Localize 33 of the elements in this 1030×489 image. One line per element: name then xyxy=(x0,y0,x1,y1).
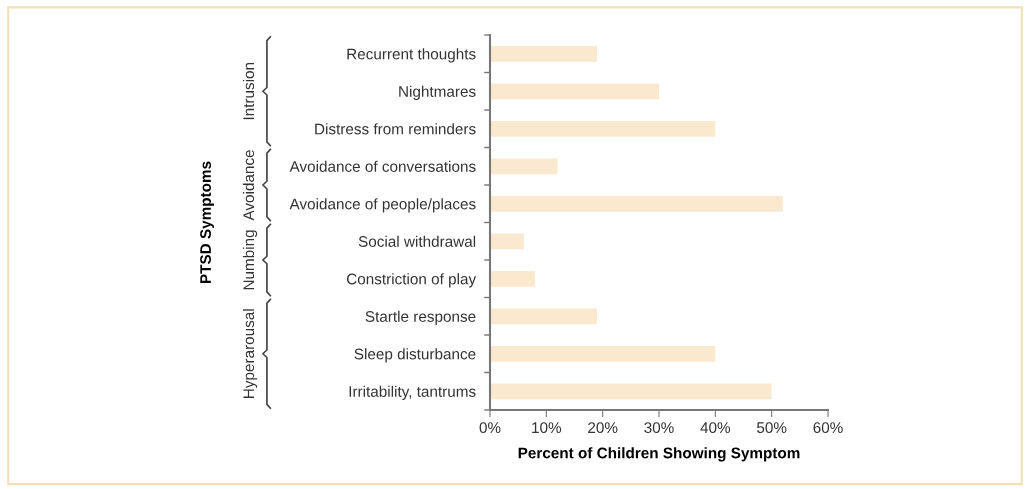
bar xyxy=(490,233,524,250)
bar xyxy=(490,45,598,62)
y-tick-label: Distress from reminders xyxy=(315,123,476,135)
x-tick-label: 50% xyxy=(756,422,787,434)
y-tick-label: Sleep disturbance xyxy=(354,348,476,363)
x-tick-label: 20% xyxy=(588,422,618,434)
x-tick-label: 60% xyxy=(813,422,843,434)
bar xyxy=(490,120,716,137)
y-tick-label: Constriction of play xyxy=(346,273,477,288)
x-tick-label: 0% xyxy=(479,422,501,434)
bar xyxy=(490,158,558,175)
bar xyxy=(490,308,598,325)
y-axis-title: PTSD Symptoms xyxy=(200,161,214,284)
y-tick-label: Irritability, tantrums xyxy=(349,385,476,400)
x-tick-label: 10% xyxy=(532,422,562,434)
text: Hyperarousal xyxy=(242,309,258,398)
y-tick-label: Social withdrawal xyxy=(358,235,476,247)
bar xyxy=(490,83,659,100)
bar xyxy=(490,345,716,362)
y-tick-label: Nightmares xyxy=(399,85,476,100)
text: Numbing xyxy=(242,230,258,290)
text: Intrusion xyxy=(242,62,255,120)
text: Avoidance xyxy=(242,150,255,221)
y-tick-label: Avoidance of conversations xyxy=(289,160,476,172)
bar xyxy=(490,195,783,212)
y-tick-label: Startle response xyxy=(365,310,476,325)
bar xyxy=(490,383,772,400)
x-axis-title: Percent of Children Showing Symptom xyxy=(518,447,800,462)
x-tick-label: 40% xyxy=(700,422,731,434)
y-tick-label: Recurrent thoughts xyxy=(347,48,476,63)
y-tick-label: Avoidance of people/places xyxy=(289,198,476,213)
bar xyxy=(490,270,536,287)
x-tick-label: 30% xyxy=(644,422,674,434)
